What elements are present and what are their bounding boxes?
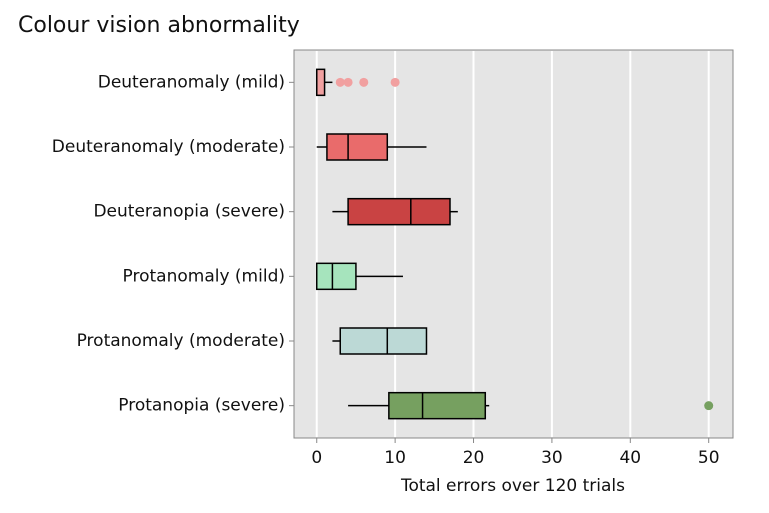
x-tick-label: 20 <box>463 448 485 468</box>
y-tick-label: Deuteranopia (severe) <box>93 202 285 222</box>
y-tick-label: Protanopia (severe) <box>118 396 285 416</box>
outlier <box>359 77 369 87</box>
outlier <box>390 77 400 87</box>
x-tick-label: 40 <box>619 448 641 468</box>
y-tick-label: Deuteranomaly (mild) <box>98 72 285 92</box>
y-tick-label: Protanomaly (mild) <box>123 266 285 286</box>
chart-title: Colour vision abnormality <box>18 13 300 38</box>
box <box>315 262 357 291</box>
x-tick-label: 50 <box>698 448 720 468</box>
x-tick-label: 10 <box>384 448 406 468</box>
box <box>326 133 389 161</box>
outlier <box>335 77 345 87</box>
box <box>339 327 428 355</box>
outlier <box>343 77 353 87</box>
outlier <box>704 401 714 411</box>
box <box>347 197 451 226</box>
x-axis-label: Total errors over 120 trials <box>400 476 625 496</box>
x-tick-label: 0 <box>311 448 322 468</box>
plot-panel <box>293 49 734 439</box>
y-tick-label: Protanomaly (moderate) <box>77 331 285 351</box>
box <box>388 391 487 420</box>
x-tick-label: 30 <box>541 448 563 468</box>
y-tick-label: Deuteranomaly (moderate) <box>52 137 285 157</box>
box <box>315 68 326 97</box>
